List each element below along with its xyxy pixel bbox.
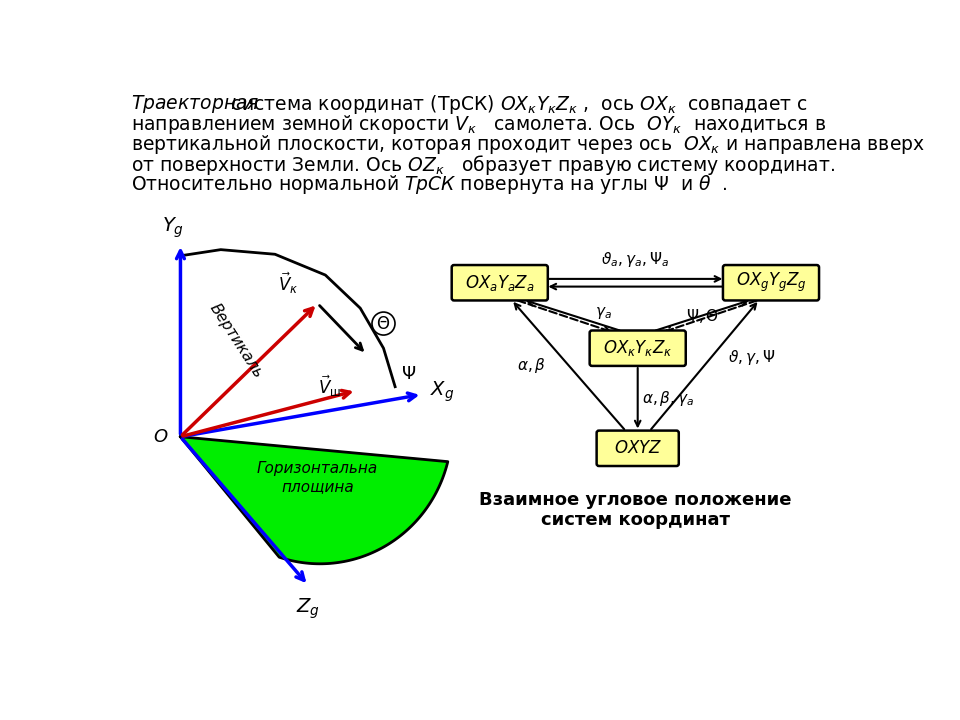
FancyBboxPatch shape (589, 330, 685, 366)
Text: $OX_gY_gZ_g$: $OX_gY_gZ_g$ (735, 271, 806, 294)
Polygon shape (180, 437, 447, 564)
Text: $OXYZ$: $OXYZ$ (613, 439, 661, 457)
Text: $\Psi, \Theta$: $\Psi, \Theta$ (685, 307, 719, 325)
Text: $\vartheta_a, \gamma_a, \Psi_a$: $\vartheta_a, \gamma_a, \Psi_a$ (601, 250, 669, 269)
Text: Горизонтальна
площина: Горизонтальна площина (257, 462, 378, 494)
Text: $\vec{V}_\text{ш}$: $\vec{V}_\text{ш}$ (318, 374, 341, 400)
Text: $\vec{V}_\kappa$: $\vec{V}_\kappa$ (277, 270, 299, 296)
Text: $\alpha, \beta, \gamma_a$: $\alpha, \beta, \gamma_a$ (641, 389, 694, 408)
Text: Вертикаль: Вертикаль (206, 300, 266, 380)
Text: $O$: $O$ (153, 428, 168, 446)
Text: $OX_aY_aZ_a$: $OX_aY_aZ_a$ (465, 273, 535, 293)
Text: $OX_\kappa Y_\kappa Z_\kappa$: $OX_\kappa Y_\kappa Z_\kappa$ (603, 338, 672, 358)
FancyBboxPatch shape (723, 265, 819, 300)
Text: $\Theta$: $\Theta$ (376, 315, 391, 333)
Text: $\Psi$: $\Psi$ (400, 365, 416, 383)
FancyBboxPatch shape (452, 265, 548, 300)
Text: $\alpha, \beta$: $\alpha, \beta$ (517, 356, 546, 374)
Text: от поверхности Земли. Ось $OZ_{\kappa}$   образует правую систему координат.: от поверхности Земли. Ось $OZ_{\kappa}$ … (131, 153, 835, 176)
Text: Относительно нормальной $\mathit{ТрСК}$ повернута на углы $\Psi$  и $\theta$  .: Относительно нормальной $\mathit{ТрСК}$ … (131, 173, 728, 196)
Text: направлением земной скорости $V_{\kappa}$   самолета. Ось  $OY_{\kappa}$  находи: направлением земной скорости $V_{\kappa}… (131, 112, 826, 135)
Text: $X_g$: $X_g$ (430, 379, 454, 404)
Text: $\gamma_a$: $\gamma_a$ (595, 305, 612, 321)
Text: вертикальной плоскости, которая проходит через ось  $OX_{\kappa}$ и направлена в: вертикальной плоскости, которая проходит… (131, 132, 924, 156)
Text: Взаимное угловое положение
систем координат: Взаимное угловое положение систем коорди… (479, 490, 792, 529)
Text: $\vartheta, \gamma, \Psi$: $\vartheta, \gamma, \Psi$ (729, 348, 776, 367)
Text: $Y_g$: $Y_g$ (161, 216, 183, 240)
Text: $Z_g$: $Z_g$ (296, 596, 320, 621)
FancyBboxPatch shape (596, 431, 679, 466)
Text: $\mathbf{\mathit{Траекторная}}$: $\mathbf{\mathit{Траекторная}}$ (131, 93, 259, 114)
Text: система координат (ТрСК) $OX_{\kappa}Y_{\kappa}Z_{\kappa}$ ,  ось $OX_{\kappa}$ : система координат (ТрСК) $OX_{\kappa}Y_{… (226, 93, 808, 115)
